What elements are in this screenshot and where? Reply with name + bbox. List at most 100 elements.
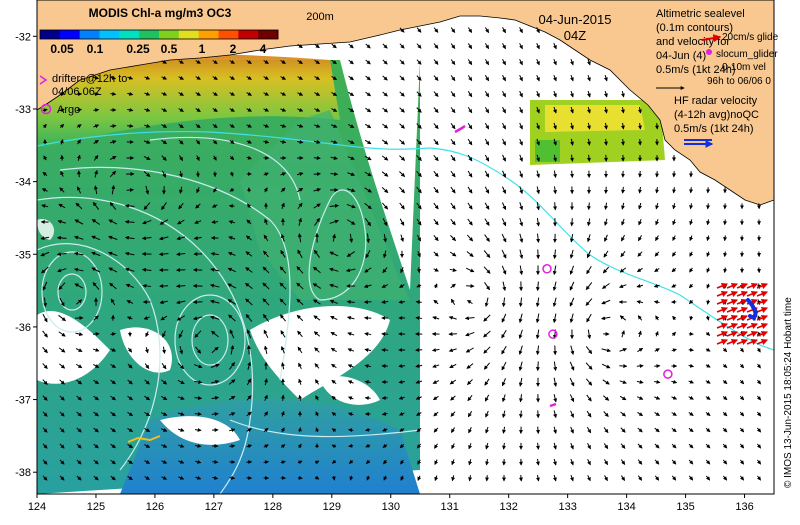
colorbar-tick-label: 0.25: [126, 42, 150, 56]
velocity-arrow: [486, 443, 487, 449]
velocity-arrow: [588, 330, 589, 339]
velocity-arrow: [689, 397, 694, 400]
velocity-arrow: [655, 460, 659, 464]
x-tick-label: 136: [735, 501, 753, 513]
velocity-arrow: [655, 428, 659, 432]
velocity-arrow: [485, 139, 488, 145]
velocity-arrow: [450, 380, 456, 384]
velocity-arrow: [570, 298, 574, 306]
velocity-arrow: [571, 346, 573, 355]
x-tick-label: 131: [441, 501, 459, 513]
velocity-arrow: [623, 187, 624, 193]
velocity-arrow: [673, 316, 676, 319]
velocity-arrow: [520, 346, 523, 355]
velocity-arrow: [620, 381, 627, 383]
x-tick-label: 133: [558, 501, 576, 513]
velocity-arrow: [503, 91, 506, 97]
velocity-arrow: [451, 60, 455, 65]
velocity-arrow: [485, 155, 488, 161]
velocity-arrow: [537, 75, 540, 81]
velocity-arrow: [554, 171, 555, 178]
legend-glider-line-1: 20cm/s glide: [722, 32, 779, 43]
velocity-arrow: [484, 363, 489, 369]
velocity-arrow: [485, 59, 488, 64]
velocity-arrow: [570, 378, 574, 386]
velocity-arrow: [605, 91, 607, 97]
velocity-arrow: [639, 331, 640, 337]
velocity-arrow: [127, 190, 134, 191]
velocity-arrow: [468, 139, 472, 145]
velocity-arrow: [604, 251, 608, 257]
velocity-arrow: [706, 397, 710, 400]
x-tick-label: 135: [676, 501, 694, 513]
argo-float-marker: [664, 370, 672, 378]
velocity-arrow: [554, 298, 556, 307]
velocity-arrow: [655, 252, 659, 256]
velocity-arrow: [468, 91, 472, 96]
velocity-arrow: [466, 318, 475, 319]
velocity-arrow: [520, 250, 522, 259]
velocity-arrow: [740, 364, 743, 368]
velocity-arrow: [400, 44, 404, 48]
velocity-arrow: [603, 284, 610, 289]
velocity-arrow: [520, 171, 522, 178]
velocity-arrow: [468, 395, 472, 400]
velocity-arrow: [587, 395, 592, 401]
velocity-arrow: [707, 219, 708, 224]
legend-hf-line-2: (4-12h avg)noQC: [674, 109, 759, 121]
velocity-arrow: [314, 158, 320, 159]
velocity-arrow: [757, 396, 760, 400]
velocity-arrow: [706, 428, 710, 432]
velocity-arrow: [229, 446, 234, 447]
colorbar-swatch: [219, 30, 239, 39]
velocity-arrow: [434, 203, 438, 209]
velocity-arrow: [672, 285, 676, 287]
hf-radar-vector: [717, 292, 727, 296]
velocity-arrow: [349, 44, 354, 48]
date-label: 04-Jun-2015: [539, 12, 612, 27]
velocity-arrow: [640, 187, 641, 193]
velocity-arrow: [554, 459, 556, 465]
velocity-arrow: [520, 266, 521, 275]
colorbar-swatch: [159, 30, 179, 39]
velocity-arrow: [638, 252, 642, 257]
velocity-arrow: [468, 27, 471, 32]
velocity-arrow: [637, 366, 643, 367]
velocity-arrow: [672, 252, 675, 256]
velocity-arrow: [433, 381, 439, 384]
velocity-arrow: [468, 219, 473, 225]
velocity-arrow: [435, 460, 437, 465]
chlorophyll-imagery: [37, 40, 665, 494]
velocity-arrow: [602, 317, 611, 319]
velocity-arrow: [434, 219, 438, 225]
velocity-arrow: [502, 346, 506, 354]
velocity-arrow: [554, 394, 556, 402]
velocity-arrow: [468, 59, 471, 64]
velocity-arrow: [435, 444, 438, 449]
hf-radar-vector: [747, 292, 757, 296]
velocity-arrow: [486, 411, 489, 417]
hf-radar-vector: [717, 308, 727, 312]
colorbar-swatch: [60, 30, 80, 39]
velocity-arrow: [469, 459, 470, 464]
velocity-arrow: [451, 187, 455, 193]
y-tick-label: -35: [15, 249, 31, 261]
velocity-arrow: [451, 139, 455, 144]
velocity-arrow: [520, 75, 523, 81]
velocity-arrow: [451, 299, 454, 305]
velocity-arrow: [657, 187, 658, 193]
velocity-arrow: [520, 107, 523, 113]
velocity-arrow: [707, 284, 709, 288]
velocity-arrow: [434, 107, 438, 112]
velocity-arrow: [657, 123, 658, 129]
velocity-arrow: [466, 268, 474, 272]
velocity-arrow: [538, 443, 539, 449]
velocity-arrow: [725, 268, 726, 273]
velocity-arrow: [485, 75, 488, 80]
velocity-arrow: [622, 331, 624, 337]
velocity-arrow: [435, 284, 437, 288]
velocity-arrow: [468, 187, 472, 193]
velocity-arrow: [503, 411, 505, 418]
velocity-arrow: [298, 478, 302, 479]
